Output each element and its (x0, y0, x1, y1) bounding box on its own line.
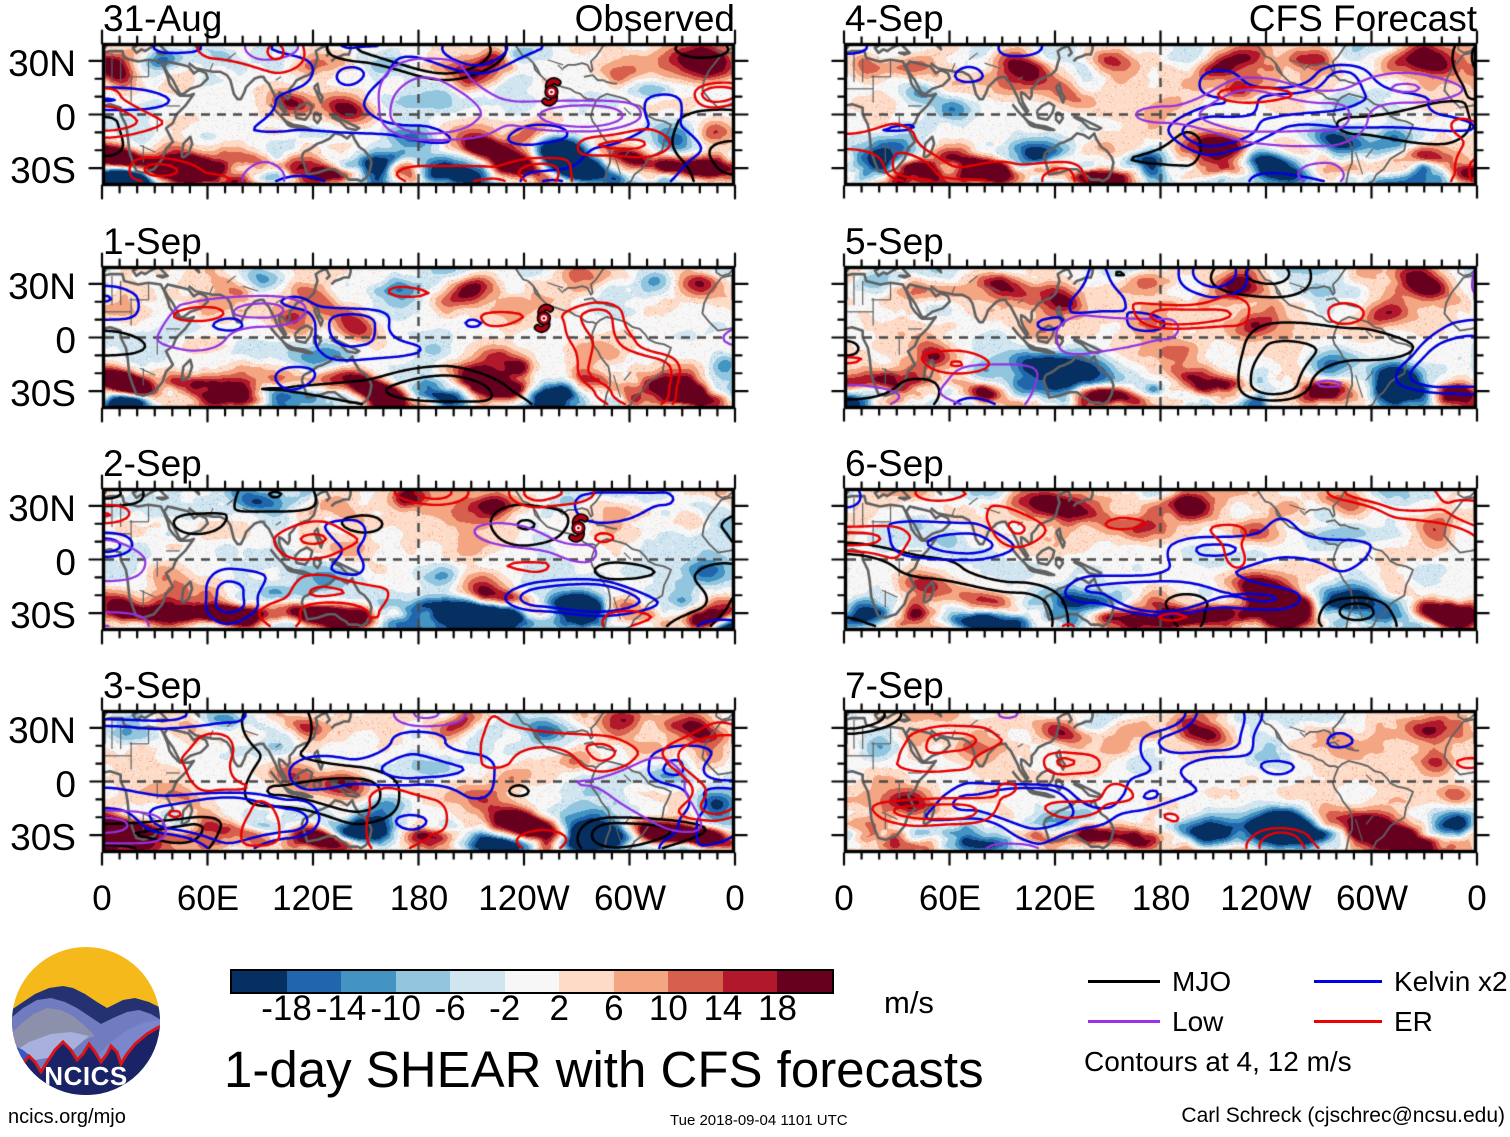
svg-text:NCICS: NCICS (44, 1061, 127, 1091)
